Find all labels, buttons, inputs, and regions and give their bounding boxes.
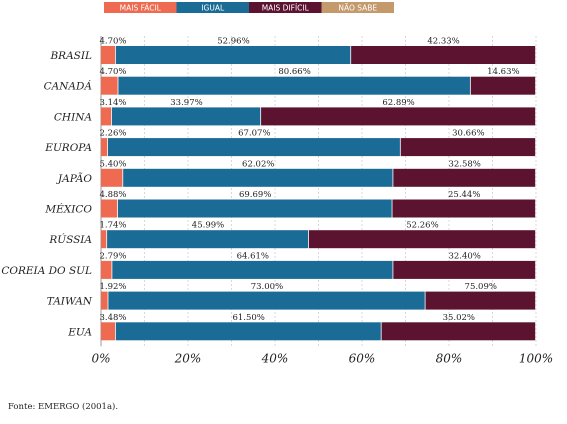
bar-segment [381,322,536,341]
bar-segment [101,199,118,218]
x-axis-ticks: 0% 20% 40% 60% 80% 100% [91,351,553,365]
source-note: Fonte: EMERGO (2001a). [8,402,119,412]
value-label: 3.48% [99,313,126,323]
bar-segment [123,168,393,187]
bar-segment [101,107,112,126]
bar-segment [101,46,115,64]
value-label: 64.61% [237,251,269,261]
bar-segment [107,138,400,157]
category-label: CANADÁ [44,79,93,93]
legend-label-1: IGUAL [201,3,225,12]
bar-segment [111,107,261,126]
x-tick-label: 40% [261,351,289,365]
bar-segment [393,260,536,279]
bar-segment [101,230,107,249]
x-tick-label: 80% [436,351,463,365]
category-label: COREIA DO SUL [1,265,92,277]
value-label: 4.88% [99,190,126,200]
legend: MAIS FÁCIL IGUAL MAIS DIFÍCIL NÃO SABE [104,2,394,13]
value-label: 61.50% [232,313,264,323]
bar-segment [393,168,536,187]
bar-segment [101,76,118,95]
category-label: EUROPA [44,142,92,154]
value-label: 75.09% [465,282,497,292]
bar-segment [392,199,536,218]
value-label: 45.99% [192,221,224,231]
value-label: 35.02% [443,313,475,323]
bar-segment [308,230,536,249]
legend-swatch-3 [321,2,394,13]
value-label: 4.70% [99,37,126,47]
category-label: TAIWAN [47,296,93,308]
bar-segment [112,260,393,279]
value-label: 30.66% [452,129,484,139]
value-label: 25.44% [448,190,480,200]
value-label: 42.33% [427,37,459,47]
value-label: 3.14% [99,98,126,108]
bar-segment [400,138,536,157]
legend-swatch-2 [249,2,322,13]
value-label: 1.74% [99,221,126,231]
bar-segment [351,46,536,64]
category-label: JAPÃO [56,171,92,185]
value-label: 4.70% [99,67,126,77]
legend-label-2: MAIS DIFÍCIL [262,3,310,12]
category-labels: BRASIL CANADÁ CHINA EUROPA JAPÃO MÉXICO RÚSSIA… [1,50,92,338]
legend-label-3: NÃO SABE [338,3,377,12]
value-label: 52.26% [406,221,438,231]
bar-segment [115,46,351,64]
value-label: 67.07% [238,129,270,139]
bar-segment [107,230,309,249]
value-labels: 4.70% 52.96% 42.33% 4.70% 80.66% 14.63% 3.14% 3… [99,37,519,323]
value-label: 32.58% [448,159,480,169]
value-label: 2.79% [99,251,126,261]
legend-swatch-0 [104,2,177,13]
bar-segment [261,107,536,126]
bar-segment [118,76,470,95]
value-label: 52.96% [217,37,249,47]
x-tick-label: 20% [174,351,202,365]
bar-segment [101,168,123,187]
bar-segment [101,260,112,279]
category-label: RÚSSIA [48,232,92,246]
bar-segment [115,322,381,341]
bar-segment [117,199,392,218]
category-label: BRASIL [49,50,92,62]
value-label: 73.00% [251,282,283,292]
value-label: 62.89% [382,98,414,108]
value-label: 5.40% [99,159,126,169]
value-label: 14.63% [487,67,519,77]
category-label: EUA [67,326,92,338]
legend-label-0: MAIS FÁCIL [120,3,162,12]
x-tick-label: 0% [91,351,110,365]
bars [101,46,536,341]
category-label: CHINA [54,111,93,123]
bar-segment [425,291,536,310]
bar-segment [101,138,108,157]
bar-segment [101,291,108,310]
category-label: MÉXICO [44,202,92,216]
bar-segment [470,76,536,95]
bar-segment [108,291,425,310]
value-label: 32.40% [448,251,480,261]
legend-swatch-1 [176,2,249,13]
value-label: 2.26% [99,129,126,139]
bar-segment [101,322,115,341]
value-label: 69.69% [239,190,271,200]
value-label: 62.02% [242,159,274,169]
x-tick-label: 60% [349,351,376,365]
x-tick-label: 100% [519,351,553,365]
value-label: 33.97% [170,98,202,108]
value-label: 80.66% [278,67,310,77]
value-label: 1.92% [99,282,126,292]
